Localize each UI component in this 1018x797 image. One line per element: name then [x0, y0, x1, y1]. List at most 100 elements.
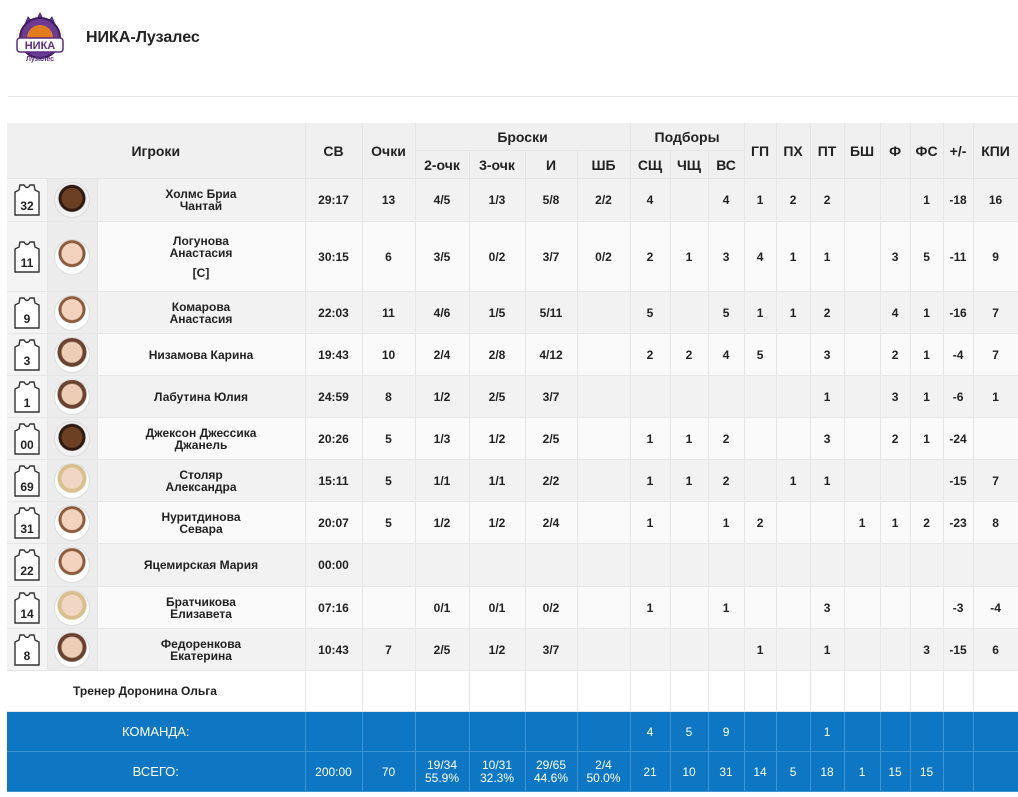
team-tov: 1: [810, 711, 845, 752]
svg-text:1: 1: [23, 396, 30, 410]
stat-eff: -4: [973, 586, 1018, 629]
total-row-label: ВСЕГО:: [7, 751, 306, 792]
jersey-cell: 8: [7, 628, 48, 671]
player-name[interactable]: Нуритдинова Севара: [97, 501, 306, 544]
team-row-label: КОМАНДА:: [7, 711, 306, 752]
stat-three: 1/2: [469, 417, 526, 460]
stat-pts: 5: [362, 459, 416, 502]
stat-ast: 5: [744, 333, 777, 376]
col-players: Игроки: [7, 123, 306, 179]
player-photo[interactable]: [54, 631, 90, 668]
stat-three: 1/1: [469, 459, 526, 502]
player-photo[interactable]: [54, 547, 90, 583]
stat-pm: -16: [943, 291, 974, 334]
stat-tot: 3/7: [525, 375, 578, 418]
stat-oreb: 2: [630, 221, 671, 292]
stat-time: 30:15: [305, 221, 363, 292]
player-name[interactable]: Логунова Анастасия [C]: [97, 221, 306, 292]
player-photo[interactable]: [54, 182, 90, 218]
svg-text:11: 11: [20, 256, 33, 270]
player-name[interactable]: Столяр Александра: [97, 459, 306, 502]
player-name[interactable]: Федоренкова Екатерина: [97, 628, 306, 671]
stat-reb: 4: [708, 178, 745, 222]
stat-ast: [744, 459, 777, 502]
stat-time: 22:03: [305, 291, 363, 334]
jersey-icon: 8: [14, 633, 40, 666]
player-photo[interactable]: [54, 589, 90, 626]
stat-stl: [776, 417, 811, 460]
player-photo[interactable]: [54, 294, 90, 331]
stat-stl: 1: [776, 291, 811, 334]
player-row[interactable]: 31 Нуритдинова Севара 20:07 5 1/2 1/2 2/4 1 1 2 1 1 2…: [7, 501, 1018, 544]
player-row[interactable]: 1 Лабутина Юлия 24:59 8 1/2 2/5 3/7 1 3 1 -6 1: [7, 375, 1018, 418]
player-photo[interactable]: [54, 378, 90, 415]
player-row[interactable]: 8 Федоренкова Екатерина 10:43 7 2/5 1/2 3/7 1 1 3-…: [7, 628, 1018, 671]
jersey-icon: 14: [14, 591, 40, 624]
svg-text:31: 31: [20, 522, 34, 536]
stat-reb: [708, 543, 745, 587]
player-photo-cell: [47, 628, 98, 671]
stat-pm: -4: [943, 333, 974, 376]
stat-fd: 1: [910, 291, 944, 334]
stat-reb: 4: [708, 333, 745, 376]
stat-dreb: 1: [670, 417, 709, 460]
player-photo[interactable]: [54, 462, 90, 499]
player-name[interactable]: Джексон Джессика Джанель: [97, 417, 306, 460]
stat-tot: 0/2: [525, 586, 578, 629]
stat-ast: 1: [744, 291, 777, 334]
stat-three: 0/2: [469, 221, 526, 292]
stat-tot: 3/7: [525, 221, 578, 292]
player-name[interactable]: Холмс Бриа Чантай: [97, 178, 306, 222]
stat-two: 1/2: [415, 375, 470, 418]
stat-stl: [776, 586, 811, 629]
player-photo-cell: [47, 221, 98, 292]
player-row[interactable]: 14 Братчикова Елизавета 07:16 0/1 0/1 0/2 1 1 3 -3…: [7, 586, 1018, 629]
stat-tot: 5/8: [525, 178, 578, 222]
player-row[interactable]: 11 Логунова Анастасия [C] 30:15 6 3/5 0/2 3/7 0/2…: [7, 221, 1018, 292]
player-row[interactable]: 32 Холмс Бриа Чантай 29:17 13 4/5 1/3 5/8 2/2 4 4 1…: [7, 178, 1018, 222]
stat-eff: 9: [973, 221, 1018, 292]
stat-tov: 3: [810, 417, 845, 460]
player-name[interactable]: Лабутина Юлия: [97, 375, 306, 418]
player-name[interactable]: Низамова Карина: [97, 333, 306, 376]
player-row[interactable]: 22 Яцемирская Мария 00:00: [7, 543, 1018, 587]
stat-stl: [776, 333, 811, 376]
stat-pts: 5: [362, 501, 416, 544]
stat-dreb: 2: [670, 333, 709, 376]
stat-time: 20:07: [305, 501, 363, 544]
stat-tov: 1: [810, 459, 845, 502]
stat-ft: [577, 586, 631, 629]
stat-fd: [910, 586, 944, 629]
stat-reb: [708, 628, 745, 671]
stat-blk: 1: [844, 501, 881, 544]
stat-pts: 5: [362, 417, 416, 460]
player-photo[interactable]: [54, 420, 90, 457]
player-name[interactable]: Комарова Анастасия: [97, 291, 306, 334]
player-photo[interactable]: [54, 238, 90, 275]
total-row: ВСЕГО: 200:00 70 19/34 55.9% 10/31 32.3% 2…: [7, 751, 1018, 792]
stat-ast: [744, 543, 777, 587]
player-row[interactable]: 69 Столяр Александра 15:11 5 1/1 1/1 2/2 1 1 2 1 1 -1…: [7, 459, 1018, 502]
player-row[interactable]: 3 Низамова Карина 19:43 10 2/4 2/8 4/12 2 2 4 5 3 2 1…: [7, 333, 1018, 376]
player-photo-cell: [47, 459, 98, 502]
player-row[interactable]: 9 Комарова Анастасия 22:03 11 4/6 1/5 5/11 5 5 1 1 2…: [7, 291, 1018, 334]
jersey-cell: 31: [7, 501, 48, 544]
stat-pts: 10: [362, 333, 416, 376]
stat-ast: 2: [744, 501, 777, 544]
stat-pf: 4: [880, 291, 911, 334]
stat-ast: [744, 375, 777, 418]
player-row[interactable]: 00 Джексон Джессика Джанель 20:26 5 1/3 1/2 2/5…: [7, 417, 1018, 460]
team-header: НИКА Лузалес НИКА-Лузалес: [0, 0, 1018, 97]
header-divider: [8, 96, 1018, 97]
player-name[interactable]: Яцемирская Мария: [97, 543, 306, 587]
player-photo[interactable]: [54, 504, 90, 541]
jersey-icon: 32: [14, 184, 40, 216]
total-dreb: 10: [670, 751, 709, 792]
stat-reb: 1: [708, 501, 745, 544]
stat-ft: [577, 628, 631, 671]
stat-ft: [577, 501, 631, 544]
stat-pm: -24: [943, 417, 974, 460]
player-name[interactable]: Братчикова Елизавета: [97, 586, 306, 629]
stat-three: 1/2: [469, 501, 526, 544]
player-photo[interactable]: [54, 336, 90, 373]
